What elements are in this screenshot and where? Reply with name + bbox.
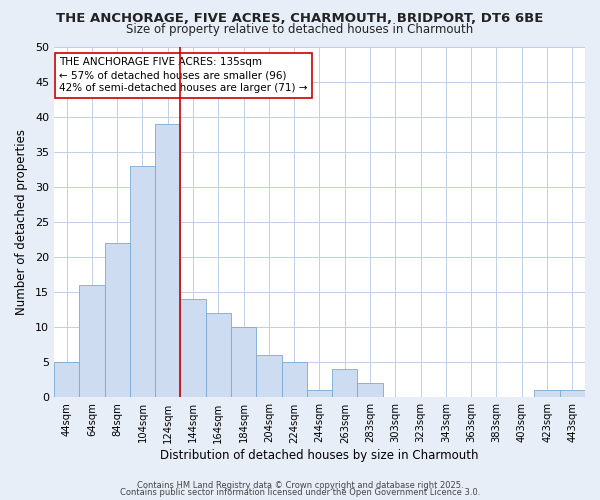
Bar — [155, 124, 181, 398]
Bar — [560, 390, 585, 398]
Bar — [535, 390, 560, 398]
Text: Contains HM Land Registry data © Crown copyright and database right 2025.: Contains HM Land Registry data © Crown c… — [137, 480, 463, 490]
Bar — [281, 362, 307, 398]
Bar — [130, 166, 155, 398]
Bar — [104, 243, 130, 398]
Text: Size of property relative to detached houses in Charmouth: Size of property relative to detached ho… — [127, 22, 473, 36]
Bar — [206, 313, 231, 398]
Bar — [231, 328, 256, 398]
Bar — [181, 299, 206, 398]
Y-axis label: Number of detached properties: Number of detached properties — [15, 129, 28, 315]
Text: THE ANCHORAGE, FIVE ACRES, CHARMOUTH, BRIDPORT, DT6 6BE: THE ANCHORAGE, FIVE ACRES, CHARMOUTH, BR… — [56, 12, 544, 26]
X-axis label: Distribution of detached houses by size in Charmouth: Distribution of detached houses by size … — [160, 450, 479, 462]
Text: Contains public sector information licensed under the Open Government Licence 3.: Contains public sector information licen… — [120, 488, 480, 497]
Bar — [332, 370, 358, 398]
Bar — [307, 390, 332, 398]
Bar — [256, 356, 281, 398]
Text: THE ANCHORAGE FIVE ACRES: 135sqm
← 57% of detached houses are smaller (96)
42% o: THE ANCHORAGE FIVE ACRES: 135sqm ← 57% o… — [59, 57, 308, 94]
Bar — [358, 384, 383, 398]
Bar — [79, 285, 104, 398]
Bar — [54, 362, 79, 398]
